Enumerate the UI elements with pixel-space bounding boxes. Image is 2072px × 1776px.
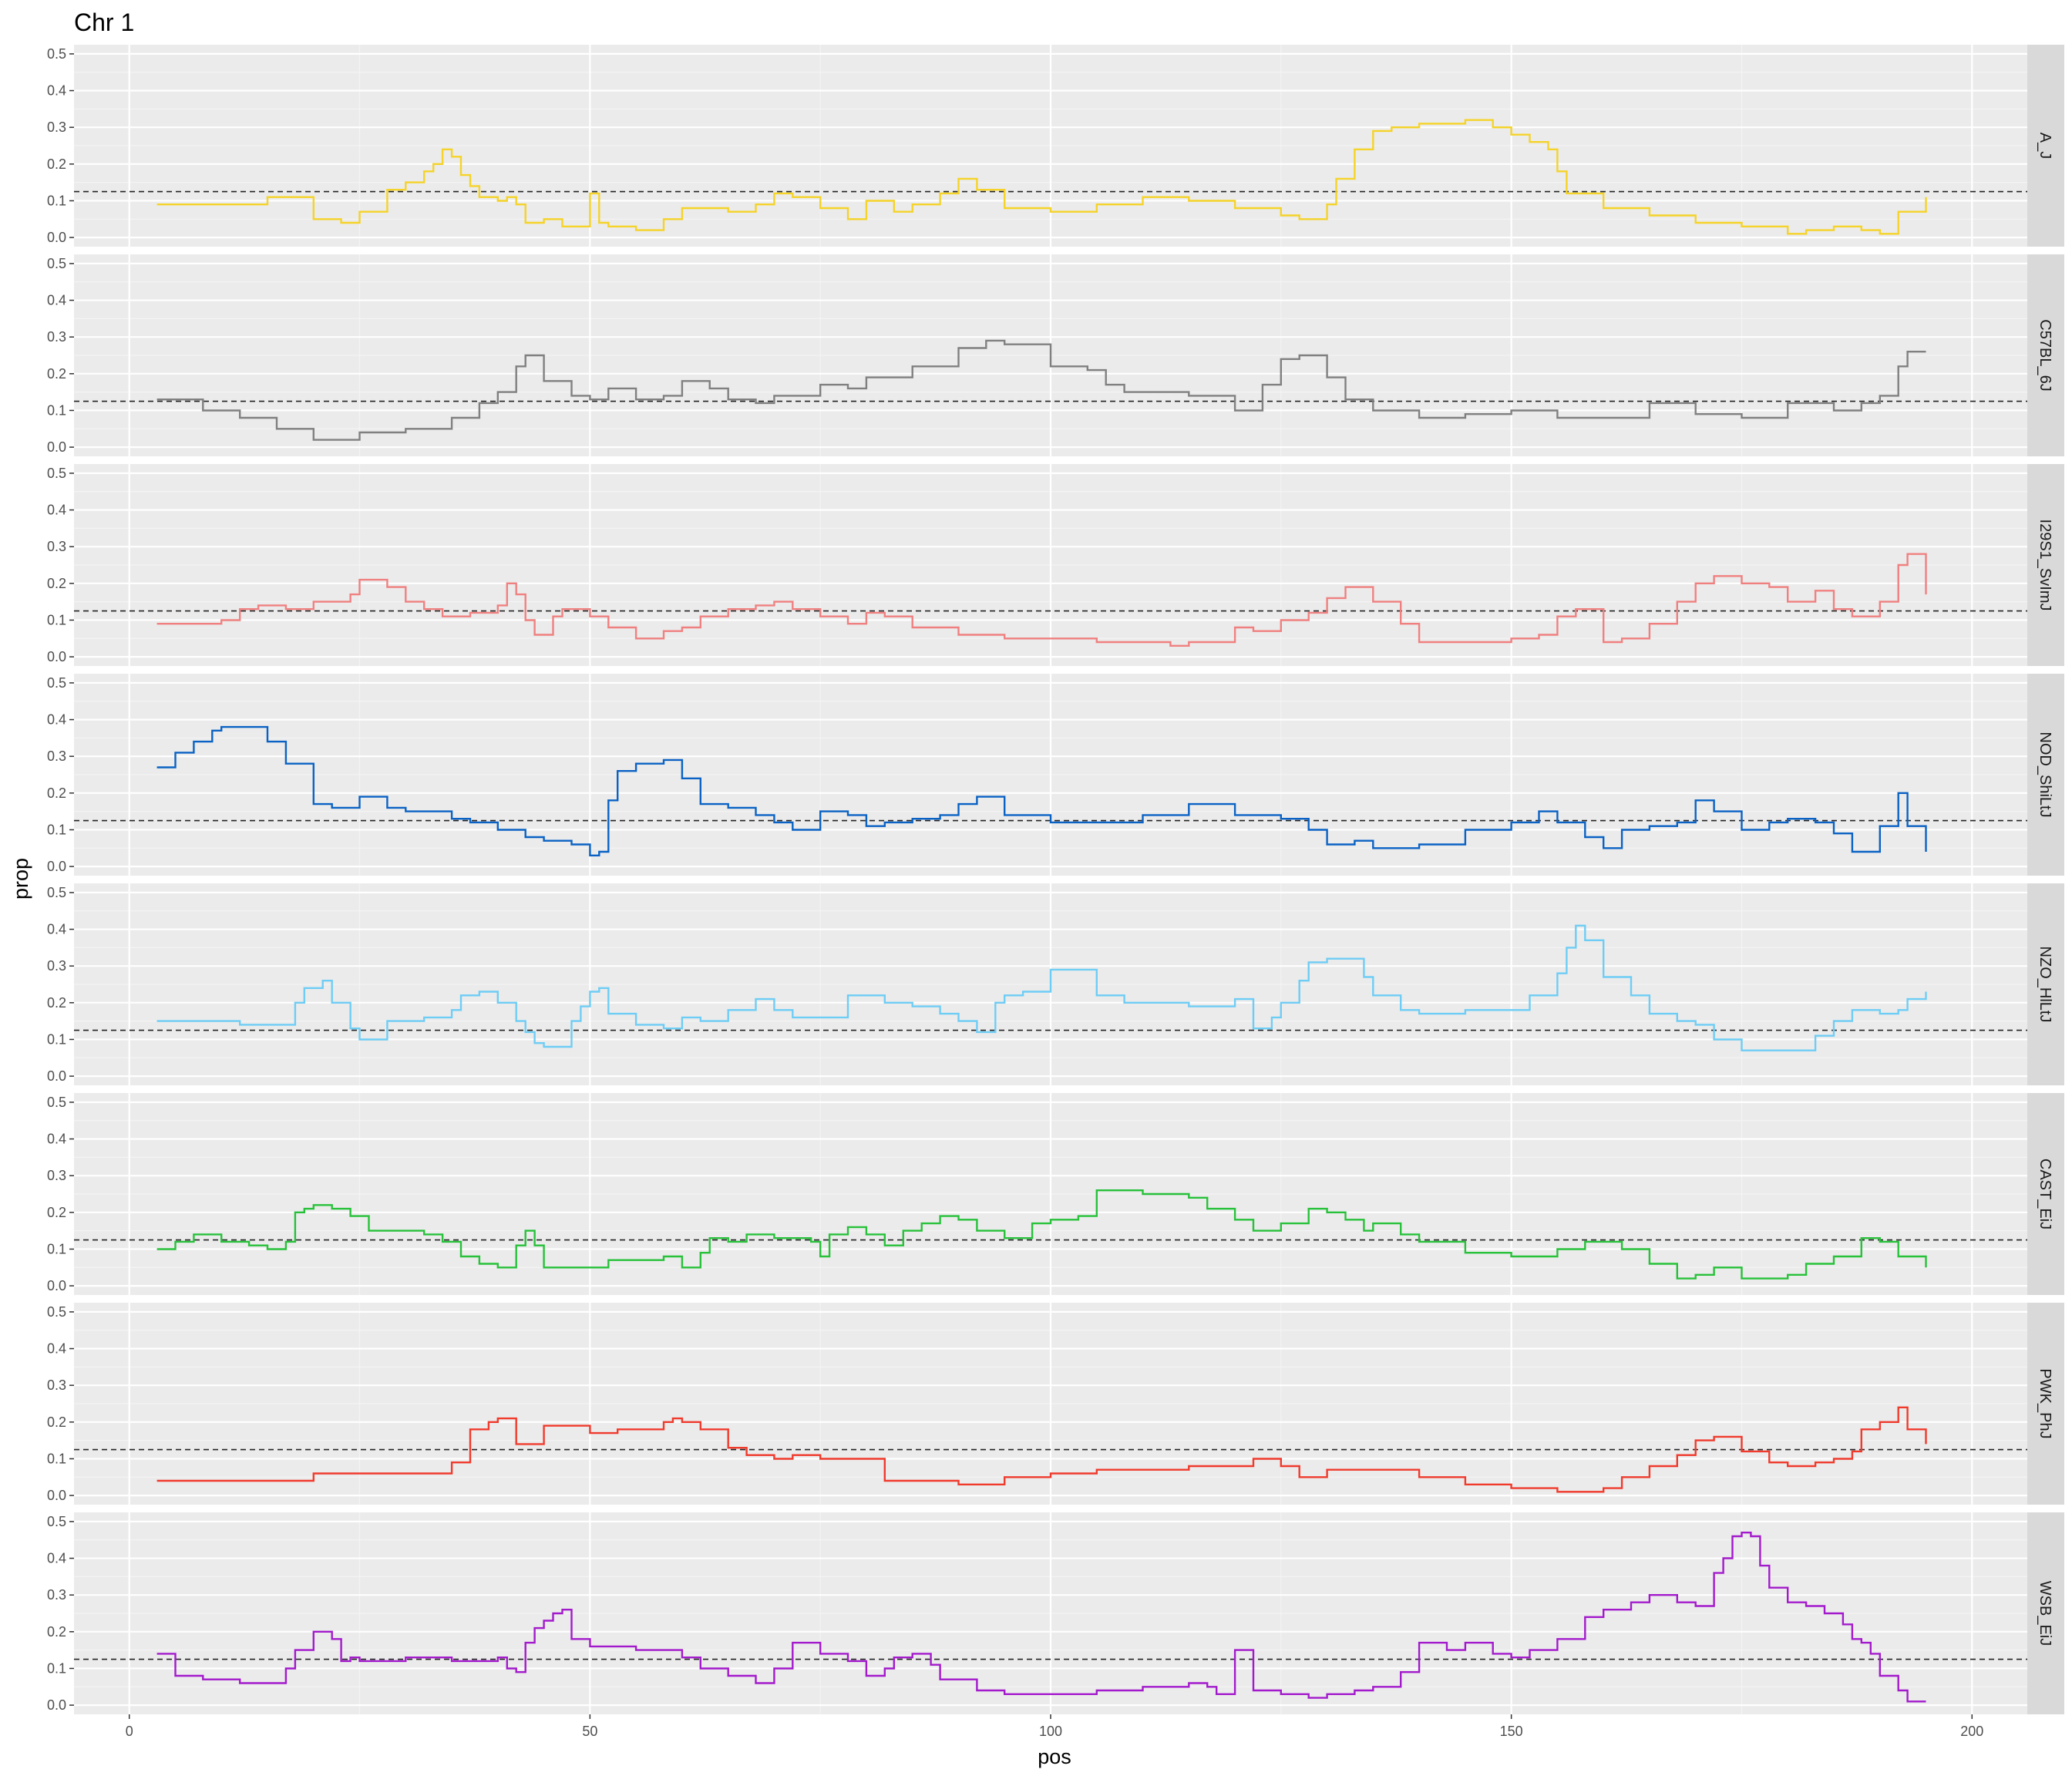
- y-tick-label: 0.3: [47, 1168, 66, 1183]
- y-tick-label: 0.4: [47, 503, 66, 518]
- facet-strip: [2027, 674, 2064, 876]
- x-axis: 0 50 100 150 200: [126, 1714, 1983, 1739]
- y-tick-label: 0.4: [47, 1551, 66, 1566]
- y-tick-label: 0.0: [47, 1697, 66, 1713]
- y-tick-label: 0.5: [47, 256, 66, 271]
- y-tick-label: 0.0: [47, 1068, 66, 1084]
- facet-strip: [2027, 1093, 2064, 1295]
- y-tick-label: 0.4: [47, 712, 66, 728]
- y-tick-label: 0.3: [47, 1587, 66, 1603]
- facet-strip: [2027, 883, 2064, 1085]
- facet-panel-NZO_HlLtJ: 0.0 0.1 0.2 0.3 0.4 0.5 NZO_HlLtJ: [47, 883, 2064, 1085]
- y-tick-label: 0.2: [47, 1414, 66, 1430]
- y-tick-label: 0.3: [47, 1377, 66, 1393]
- y-axis-title: prop: [9, 858, 32, 900]
- y-tick-label: 0.4: [47, 1132, 66, 1147]
- facet-strip-label: A_J: [2037, 133, 2054, 159]
- facet-strip-label: C57BL_6J: [2037, 319, 2054, 391]
- y-tick-label: 0.2: [47, 1624, 66, 1640]
- y-tick-label: 0.2: [47, 995, 66, 1011]
- y-tick-label: 0.4: [47, 1341, 66, 1357]
- series-line-C57BL_6J: [156, 339, 1926, 441]
- y-tick-label: 0.2: [47, 1205, 66, 1220]
- y-tick-label: 0.1: [47, 1451, 66, 1466]
- x-tick-label: 150: [1500, 1724, 1523, 1739]
- series-line-PWK_PhJ: [156, 1406, 1927, 1493]
- y-tick-label: 0.1: [47, 402, 66, 418]
- facet-strip-label: NOD_ShiLtJ: [2037, 732, 2054, 817]
- facet-strip: [2027, 1303, 2064, 1505]
- facet-strip: [2027, 1512, 2064, 1714]
- facet-strip-label: PWK_PhJ: [2037, 1368, 2054, 1438]
- y-tick-label: 0.0: [47, 1278, 66, 1293]
- x-tick-label: 100: [1039, 1724, 1062, 1739]
- y-tick-label: 0.2: [47, 156, 66, 172]
- y-tick-label: 0.5: [47, 1514, 66, 1529]
- y-tick-label: 0.1: [47, 1241, 66, 1256]
- chart-title: Chr 1: [74, 8, 134, 36]
- facet-panel-PWK_PhJ: 0.0 0.1 0.2 0.3 0.4 0.5 PWK_PhJ: [47, 1303, 2064, 1505]
- y-tick-label: 0.1: [47, 1660, 66, 1676]
- x-axis-title: pos: [1038, 1745, 1071, 1768]
- facet-strip-label: NZO_HlLtJ: [2037, 947, 2054, 1023]
- y-tick-label: 0.3: [47, 539, 66, 554]
- facet-panel-WSB_EiJ: 0.0 0.1 0.2 0.3 0.4 0.5 WSB_EiJ: [47, 1512, 2064, 1714]
- x-tick-label: 0: [126, 1724, 133, 1739]
- y-tick-label: 0.0: [47, 859, 66, 874]
- facet-strip: [2027, 45, 2064, 247]
- y-tick-label: 0.1: [47, 1031, 66, 1047]
- facet-strip-label: CAST_EiJ: [2037, 1159, 2054, 1229]
- facet-strip-label: WSB_EiJ: [2037, 1581, 2054, 1646]
- y-tick-label: 0.3: [47, 958, 66, 974]
- y-tick-label: 0.0: [47, 649, 66, 664]
- y-tick-label: 0.4: [47, 922, 66, 937]
- facet-panel-A_J: 0.0 0.1 0.2 0.3 0.4 0.5 A_J: [47, 45, 2064, 247]
- x-tick-label: 200: [1960, 1724, 1983, 1739]
- y-tick-label: 0.1: [47, 612, 66, 627]
- y-tick-label: 0.5: [47, 466, 66, 481]
- y-tick-label: 0.1: [47, 193, 66, 208]
- y-tick-label: 0.5: [47, 1095, 66, 1110]
- facet-strip: [2027, 254, 2064, 456]
- y-tick-label: 0.3: [47, 329, 66, 345]
- y-tick-label: 0.4: [47, 83, 66, 99]
- y-tick-label: 0.5: [47, 46, 66, 62]
- y-tick-label: 0.1: [47, 822, 66, 837]
- series-line-NOD_ShiLtJ: [156, 725, 1927, 856]
- x-tick-label: 50: [582, 1724, 597, 1739]
- y-tick-label: 0.4: [47, 293, 66, 308]
- facet-panels: 0.0 0.1 0.2 0.3 0.4 0.5 A_J 0.0 0.1 0.2 0.3 0.4 0.5 C…: [47, 45, 2064, 1714]
- facet-panel-I29S1_SvImJ: 0.0 0.1 0.2 0.3 0.4 0.5 I29S1_SvImJ: [47, 464, 2064, 666]
- facet-strip-label: I29S1_SvImJ: [2037, 520, 2054, 611]
- y-tick-label: 0.2: [47, 576, 66, 591]
- y-tick-label: 0.5: [47, 675, 66, 691]
- y-tick-label: 0.5: [47, 1304, 66, 1320]
- series-line-WSB_EiJ: [156, 1532, 1926, 1703]
- y-tick-label: 0.0: [47, 230, 66, 245]
- facet-panel-CAST_EiJ: 0.0 0.1 0.2 0.3 0.4 0.5 CAST_EiJ: [47, 1093, 2064, 1295]
- facet-panel-NOD_ShiLtJ: 0.0 0.1 0.2 0.3 0.4 0.5 NOD_ShiLtJ: [47, 674, 2064, 876]
- series-line-I29S1_SvImJ: [156, 553, 1927, 647]
- series-line-NZO_HlLtJ: [156, 924, 1927, 1051]
- y-tick-label: 0.5: [47, 885, 66, 900]
- facet-panel-C57BL_6J: 0.0 0.1 0.2 0.3 0.4 0.5 C57BL_6J: [47, 254, 2064, 456]
- series-line-CAST_EiJ: [156, 1189, 1927, 1280]
- series-line-A_J: [156, 119, 1927, 235]
- y-tick-label: 0.3: [47, 748, 66, 764]
- y-tick-label: 0.2: [47, 785, 66, 801]
- y-tick-label: 0.2: [47, 366, 66, 382]
- y-tick-label: 0.0: [47, 439, 66, 455]
- facet-strip: [2027, 464, 2064, 666]
- y-tick-label: 0.3: [47, 119, 66, 135]
- y-tick-label: 0.0: [47, 1488, 66, 1503]
